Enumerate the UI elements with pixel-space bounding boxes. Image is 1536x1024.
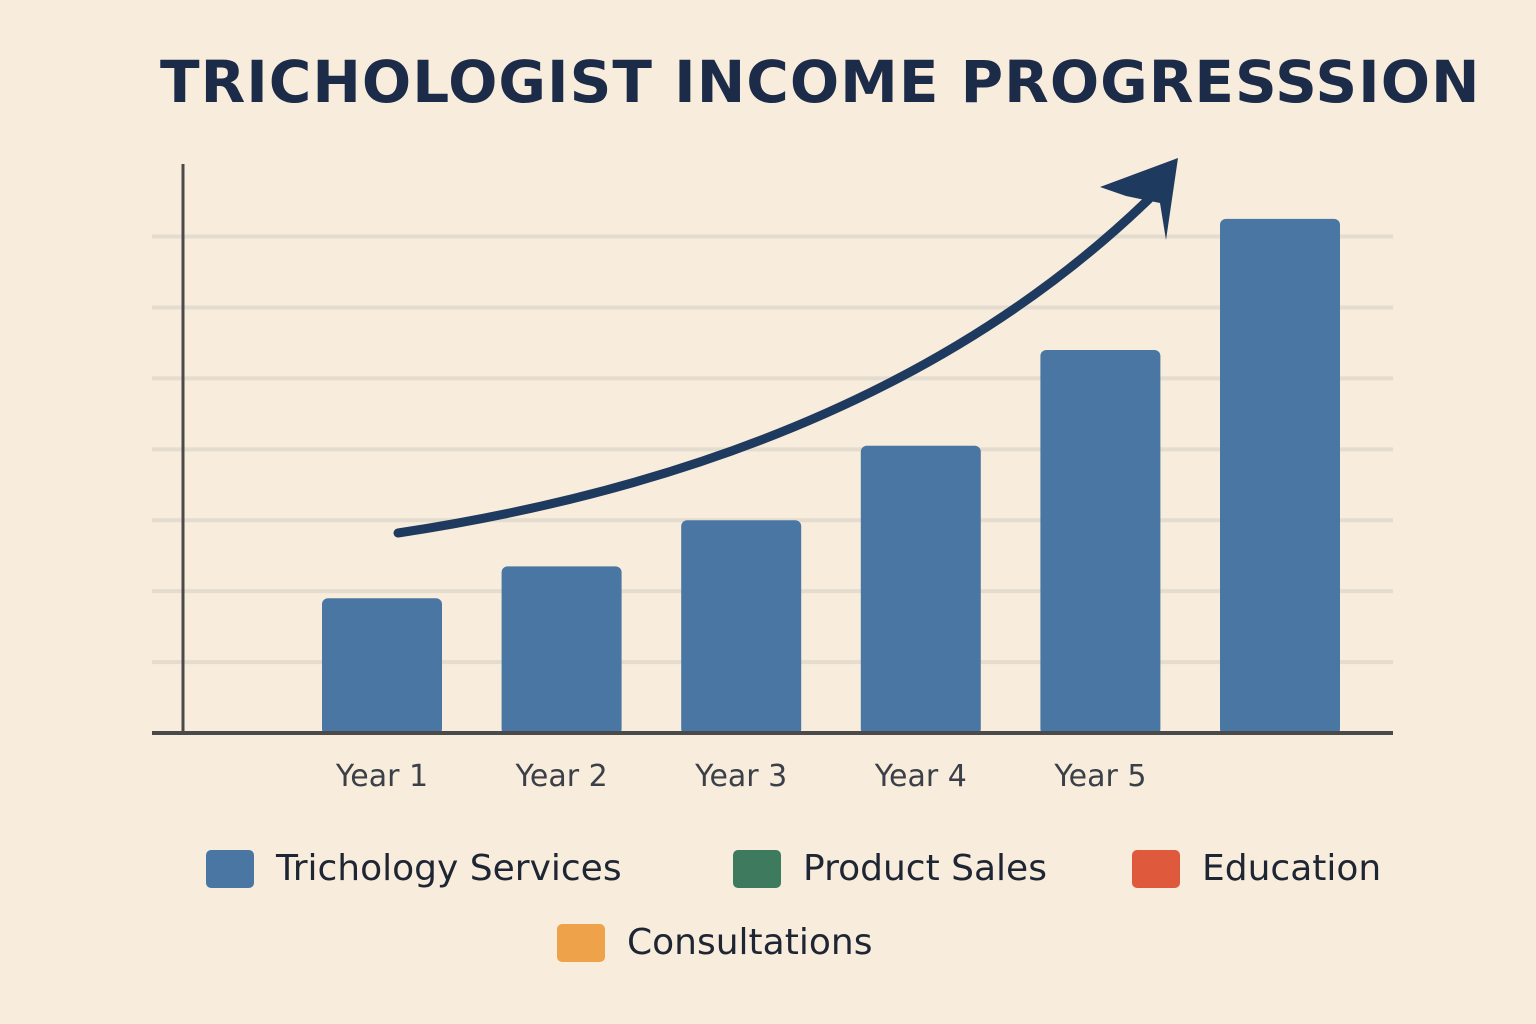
bar-5 [1040,350,1161,735]
bars [322,218,1340,735]
trend-arrow-head [1100,158,1178,240]
chart-title: TRICHOLOGIST INCOME PROGRESSSION [160,48,1481,116]
trend-arrow [393,158,1178,538]
bar-4 [860,445,981,735]
x-tick-label: Year 5 [1053,759,1146,794]
bar-3 [681,520,802,735]
x-tick-label: Year 2 [515,759,608,794]
x-tick-label: Year 4 [874,759,967,794]
bar-2 [501,566,622,735]
trend-arrow-shaft [393,193,1155,538]
axes [152,164,1393,735]
bar-1 [322,598,442,735]
x-tick-label: Year 1 [335,759,428,794]
bar-6 [1220,218,1340,735]
x-tick-label: Year 3 [694,759,787,794]
x-tick-labels: Year 1 Year 2 Year 3 Year 4 Year 5 [335,759,1147,794]
